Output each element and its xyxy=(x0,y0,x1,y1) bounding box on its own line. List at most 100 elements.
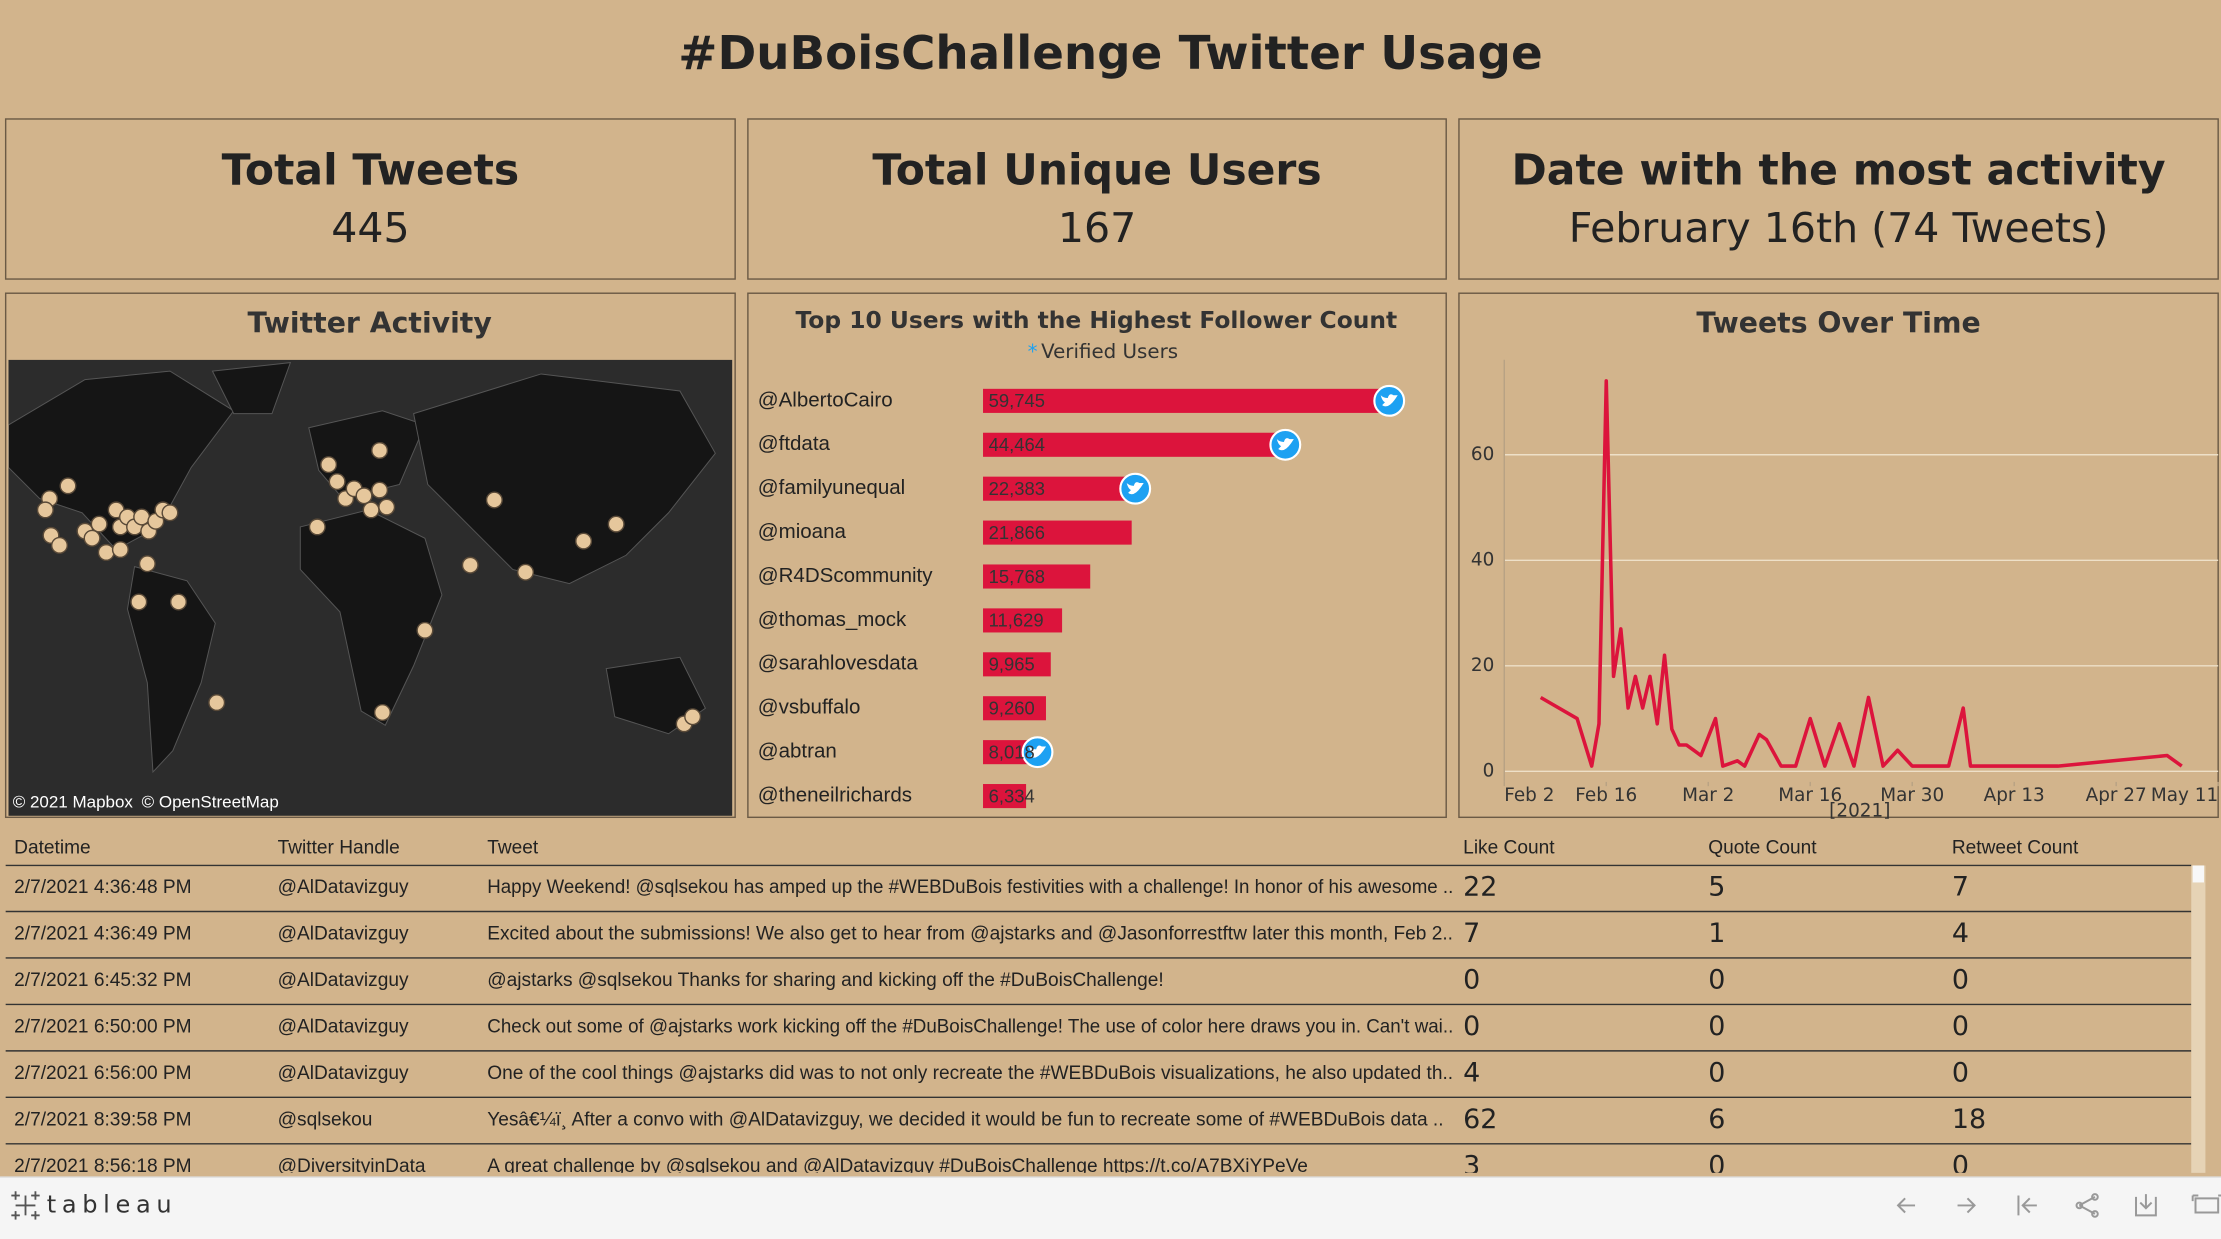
count-cell: 22 xyxy=(1463,872,1497,903)
map-dot xyxy=(97,543,115,561)
count-cell: 0 xyxy=(1463,965,1480,996)
count-cell: 0 xyxy=(1952,1150,1969,1181)
table-cell: 2/7/2021 4:36:48 PM xyxy=(14,877,191,898)
x-axis-label: [2021] xyxy=(1829,801,1890,822)
table-cell: Yesâ€¼ï¸ After a convo with @AlDatavizgu… xyxy=(487,1109,1443,1130)
x-tick-label: Apr 13 xyxy=(1984,785,2045,806)
land xyxy=(211,362,292,415)
subtitle-marker: * xyxy=(1028,340,1038,363)
count-cell: 0 xyxy=(1952,1011,1969,1042)
bar xyxy=(983,520,1132,545)
page-title: #DuBoisChallenge Twitter Usage xyxy=(678,27,1542,81)
map-dot xyxy=(50,536,68,554)
map-title: Twitter Activity xyxy=(248,306,492,339)
bar-label: @ftdata xyxy=(758,432,831,455)
x-tick-label: Feb 2 xyxy=(1504,785,1554,806)
column-header: Datetime xyxy=(14,838,90,859)
count-cell: 3 xyxy=(1463,1150,1480,1181)
count-cell: 4 xyxy=(1952,918,1969,949)
map-dot xyxy=(485,491,503,509)
map-dot xyxy=(517,563,535,581)
table-cell: @sqlsekou xyxy=(278,1109,373,1130)
land xyxy=(299,509,443,726)
bar-value-label: 9,260 xyxy=(989,698,1035,719)
column-header: Tweet xyxy=(487,838,539,859)
bar-value-label: 8,018 xyxy=(989,741,1035,762)
bar xyxy=(983,652,1051,677)
bar-value-label: 22,383 xyxy=(989,478,1045,499)
scrollbar-thumb xyxy=(2192,865,2205,883)
chart-title: Top 10 Users with the Highest Follower C… xyxy=(795,306,1397,334)
map-dot xyxy=(111,541,129,559)
bar-label: @vsbuffalo xyxy=(758,696,861,719)
footer-bar xyxy=(0,1177,2221,1239)
count-cell: 18 xyxy=(1952,1104,1986,1135)
count-cell: 0 xyxy=(1708,965,1725,996)
count-cell: 0 xyxy=(1708,1011,1725,1042)
bar xyxy=(983,784,1027,809)
share-button[interactable] xyxy=(2075,1193,2099,1218)
map-dot xyxy=(461,556,479,574)
panel xyxy=(4,292,736,819)
map-dot xyxy=(90,515,108,533)
count-cell: 0 xyxy=(1952,1057,1969,1088)
map-dot xyxy=(371,441,389,459)
line xyxy=(1539,379,2183,768)
bar xyxy=(983,696,1046,721)
table-cell: 2/7/2021 4:36:49 PM xyxy=(14,924,191,945)
x-tick-label: Apr 27 xyxy=(2086,785,2147,806)
column-header: Twitter Handle xyxy=(278,838,400,859)
bar-label: @AlbertoCairo xyxy=(758,388,893,411)
verified-bird xyxy=(1126,482,1144,495)
map-dot xyxy=(355,487,373,505)
fullscreen-button[interactable] xyxy=(2191,1194,2221,1214)
x-tick-label: Mar 16 xyxy=(1778,785,1842,806)
kpi-box xyxy=(4,118,736,280)
x-tick-label: May 11 xyxy=(2151,785,2218,806)
map-dot xyxy=(362,501,380,519)
table-cell: @AlDatavizguy xyxy=(278,1017,409,1038)
download-button[interactable] xyxy=(2135,1194,2157,1217)
undo-button[interactable] xyxy=(1896,1197,1916,1214)
count-cell: 0 xyxy=(1463,1011,1480,1042)
map-dot xyxy=(416,621,434,639)
y-tick-label: 20 xyxy=(1471,655,1494,676)
kpi-box xyxy=(1458,118,2219,280)
map-dot xyxy=(575,532,593,550)
map-dot xyxy=(36,501,54,519)
table-cell: 2/7/2021 8:39:58 PM xyxy=(14,1109,191,1130)
count-cell: 7 xyxy=(1463,918,1480,949)
bar-label: @abtran xyxy=(758,740,837,763)
map-dot xyxy=(328,473,346,491)
bar-value-label: 59,745 xyxy=(989,390,1045,411)
map-dot xyxy=(133,508,151,526)
map-dot xyxy=(308,518,326,536)
bar xyxy=(983,388,1390,413)
map-dot xyxy=(83,529,101,547)
redo-button[interactable] xyxy=(1957,1197,1976,1214)
kpi-value: 167 xyxy=(1058,204,1136,252)
y-tick-label: 40 xyxy=(1471,549,1494,570)
map-attribution: © 2021 Mapbox xyxy=(13,793,134,812)
map-attribution: © OpenStreetMap xyxy=(142,793,279,812)
count-cell: 4 xyxy=(1463,1057,1480,1088)
count-cell: 62 xyxy=(1463,1104,1497,1135)
verified-bird xyxy=(1276,438,1294,451)
map: © 2021 Mapbox © OpenStreetMap xyxy=(8,359,733,816)
kpi-title: Total Unique Users xyxy=(872,146,1321,195)
map-dot xyxy=(169,593,187,611)
column-header: Retweet Count xyxy=(1952,838,2079,859)
table-cell: A great challenge by @sqlsekou and @AlDa… xyxy=(487,1156,1308,1177)
table-cell: @AlDatavizguy xyxy=(278,924,409,945)
table-cell: Happy Weekend! @sqlsekou has amped up th… xyxy=(487,877,1453,898)
count-cell: 5 xyxy=(1708,872,1725,903)
table-cell: 2/7/2021 6:56:00 PM xyxy=(14,1063,191,1084)
kpi-title: Total Tweets xyxy=(222,146,520,195)
revert-button[interactable] xyxy=(2017,1195,2037,1216)
table: Datetime Twitter Handle Tweet Like Count Quo… xyxy=(5,838,2192,1181)
map-dot xyxy=(130,593,148,611)
bar xyxy=(983,432,1286,457)
kpi-box xyxy=(747,118,1447,280)
bar-value-label: 44,464 xyxy=(989,434,1045,455)
chart-title: Tweets Over Time xyxy=(1696,306,1980,339)
